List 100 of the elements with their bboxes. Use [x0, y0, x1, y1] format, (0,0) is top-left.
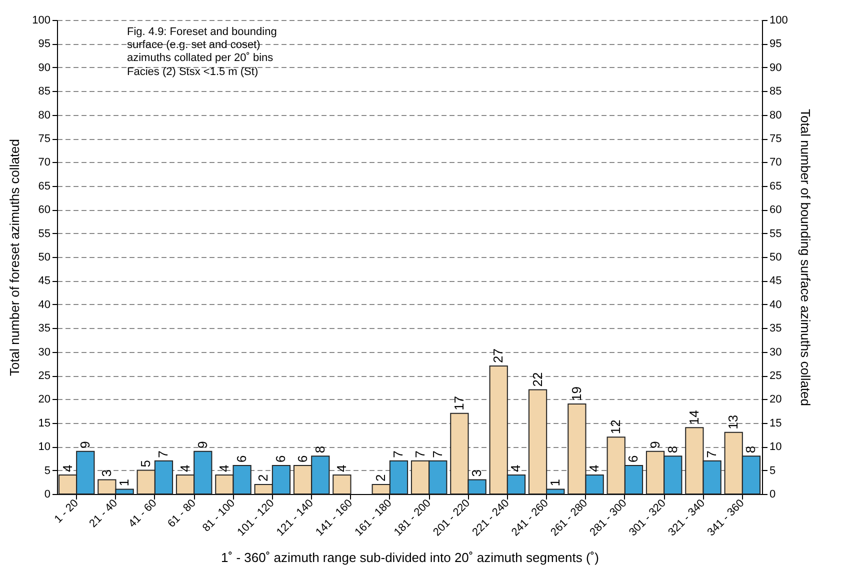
- y2-tick-label: 10: [770, 441, 782, 454]
- data-label: 7: [704, 450, 720, 458]
- y2-tick-label: 45: [770, 275, 782, 288]
- y2-tick-label: 0: [770, 488, 776, 500]
- y2-tick-label: 40: [770, 298, 782, 311]
- y-tick-label: 85: [38, 86, 50, 98]
- data-label: 4: [334, 464, 349, 472]
- data-label: 3: [469, 470, 484, 477]
- y-tick-label: 30: [38, 346, 50, 358]
- y-tick-label: 75: [38, 133, 50, 145]
- y-tick-label: 5: [44, 464, 50, 477]
- x-tick-label: 1 - 20: [52, 497, 81, 526]
- y-tick-label: 20: [38, 394, 50, 406]
- data-label: 9: [647, 441, 662, 448]
- y-tick-label: 50: [38, 252, 50, 264]
- data-label: 4: [586, 464, 602, 472]
- x-tick-label: 301 - 320: [626, 497, 668, 539]
- y-tick-label: 100: [32, 14, 50, 26]
- y2-tick-label: 80: [770, 109, 782, 122]
- y2-tick-label: 5: [770, 464, 776, 477]
- y2-tick-label: 25: [770, 370, 782, 382]
- data-label: 4: [216, 464, 232, 472]
- data-label: 5: [138, 460, 154, 468]
- data-label: 4: [508, 464, 524, 472]
- data-label: 6: [294, 455, 310, 463]
- data-label: 7: [156, 450, 171, 458]
- data-label: 6: [273, 455, 288, 463]
- data-label: 4: [177, 464, 192, 472]
- annotation: Fig. 4.9: Foreset and bounding surface (e.g. set and coset) azimuths collated per 20˚ bins: [127, 26, 277, 64]
- y-tick-label: 15: [38, 417, 50, 430]
- data-label: 3: [98, 470, 114, 477]
- data-label: 27: [490, 348, 506, 364]
- x-tick-label: 101 - 120: [235, 497, 277, 539]
- x-tick-label: 241 - 260: [509, 497, 551, 539]
- y-tick-label: 45: [38, 275, 50, 288]
- y-tick-label: 40: [38, 298, 50, 311]
- y2-tick-label: 30: [770, 346, 782, 358]
- x-tick-label: 41 - 60: [126, 497, 160, 530]
- data-label: 14: [686, 410, 702, 425]
- annotation: Facies (2) Stsx <1.5 m (St): [127, 66, 258, 78]
- data-label: 2: [256, 474, 271, 482]
- data-label: 12: [608, 420, 624, 434]
- y2-tick-label: 75: [770, 133, 782, 145]
- y-tick-label: 65: [38, 180, 50, 192]
- y-axis-title: Total number of foreset azimuths collated: [7, 138, 22, 376]
- data-label: 7: [390, 450, 406, 458]
- data-label: 1: [547, 479, 562, 486]
- y-tick-label: 10: [38, 441, 50, 454]
- x-tick-label: 201 - 220: [431, 497, 472, 539]
- y-tick-label: 35: [38, 322, 50, 335]
- y2-tick-label: 50: [770, 252, 782, 264]
- x-tick-label: 181 - 200: [392, 497, 434, 539]
- data-label: 8: [312, 446, 328, 454]
- y2-tick-label: 20: [770, 394, 782, 406]
- data-label: 9: [194, 441, 210, 448]
- y-tick-label: 70: [38, 156, 50, 169]
- x-tick-label: 261 - 280: [548, 497, 590, 539]
- x-axis-title: 1˚ - 360˚ azimuth range sub-divided into 20˚ azimuth segments (˚): [221, 550, 599, 565]
- y-tick-label: 25: [38, 370, 50, 382]
- data-label: 9: [77, 441, 92, 448]
- x-tick-label: 321 - 340: [666, 497, 708, 539]
- y2-axis-title: Total number of bounding surface azimuths collated: [798, 108, 813, 406]
- x-tick-label: 61 - 80: [166, 497, 198, 530]
- data-label: 4: [60, 464, 75, 472]
- x-tick-label: 21 - 40: [87, 497, 120, 530]
- x-tick-label: 161 - 180: [352, 497, 394, 539]
- x-tick-label: 141 - 160: [314, 497, 355, 539]
- y-tick-label: 55: [38, 228, 50, 240]
- data-label: 19: [568, 386, 584, 401]
- data-label: 7: [412, 450, 428, 458]
- y-tick-label: 60: [38, 204, 50, 216]
- data-label: 17: [451, 396, 466, 410]
- y2-tick-label: 95: [770, 38, 782, 50]
- data-label: 8: [743, 446, 758, 454]
- data-label: 22: [530, 372, 545, 387]
- y2-tick-label: 55: [770, 228, 782, 240]
- y2-tick-label: 35: [770, 322, 782, 335]
- y2-tick-label: 60: [770, 204, 782, 216]
- y-tick-label: 90: [38, 62, 50, 74]
- y2-tick-label: 85: [770, 86, 782, 98]
- data-label: 6: [234, 455, 250, 463]
- x-tick-label: 121 - 140: [274, 497, 316, 539]
- x-tick-label: 281 - 300: [588, 497, 630, 539]
- x-tick-label: 81 - 100: [200, 497, 238, 534]
- y2-tick-label: 65: [770, 180, 782, 192]
- y2-tick-label: 90: [770, 62, 782, 74]
- y2-tick-label: 100: [770, 14, 788, 26]
- data-label: 6: [626, 455, 641, 463]
- data-label: 2: [373, 474, 388, 482]
- data-label: 7: [430, 450, 445, 458]
- y-tick-label: 80: [38, 109, 50, 122]
- y2-tick-label: 15: [770, 417, 782, 430]
- data-label: 13: [726, 414, 741, 430]
- y-tick-label: 95: [38, 38, 50, 50]
- x-tick-label: 341 - 360: [705, 497, 747, 539]
- x-tick-label: 221 - 240: [470, 497, 512, 539]
- y2-tick-label: 70: [770, 156, 782, 169]
- data-label: 8: [664, 446, 680, 454]
- data-label: 1: [116, 479, 132, 486]
- y-tick-label: 0: [44, 488, 50, 500]
